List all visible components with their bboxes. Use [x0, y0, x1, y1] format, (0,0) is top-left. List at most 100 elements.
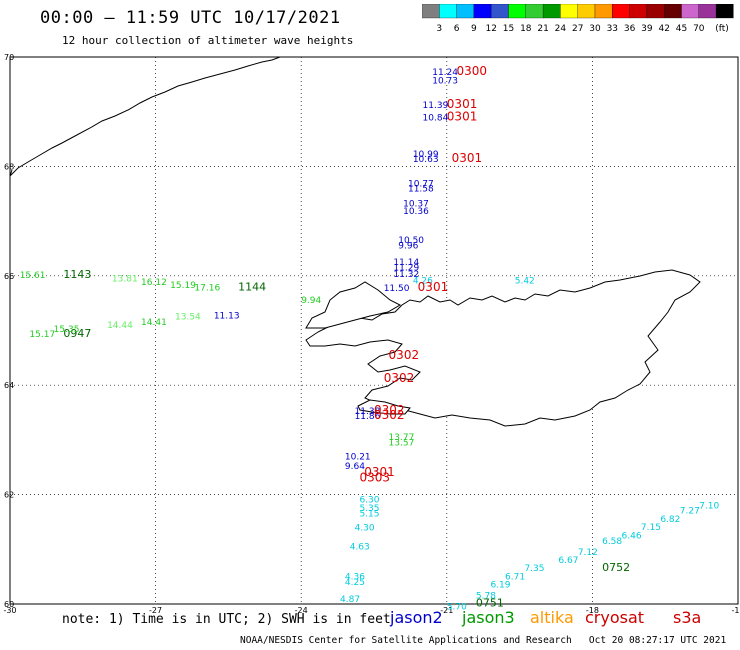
- colorbar-tick-label: 70: [693, 24, 705, 34]
- colorbar-tick-label: 39: [641, 24, 653, 34]
- jason2-swh-label: 10.50: [398, 236, 424, 246]
- jason2-swh-label: 11.50: [384, 284, 410, 294]
- jason3-swh-label: 13.54: [175, 313, 201, 323]
- satellite-cryosat: cryosat: [585, 608, 645, 627]
- cryosat-time-label: 0301: [418, 280, 449, 294]
- latitude-tick-label: 62: [4, 491, 14, 500]
- cryosat-time-label: 0302: [389, 348, 420, 362]
- altika-swh-label: 5.15: [359, 509, 379, 519]
- cryosat-time-label: 0301: [447, 109, 478, 123]
- jason3-swh-label: 17.16: [194, 284, 220, 294]
- colorbar-tick-label: 6: [454, 24, 460, 34]
- altika-swh-label: 6.82: [660, 515, 680, 525]
- page-subtitle: 12 hour collection of altimeter wave hei…: [62, 34, 354, 47]
- colorbar-tick-label: 27: [572, 24, 583, 34]
- jason3-time-label: 0752: [602, 561, 630, 574]
- altika-swh-label: 4.25: [345, 578, 365, 588]
- colorbar-tick-label: 30: [589, 24, 601, 34]
- altika-swh-label: 5.42: [515, 276, 535, 286]
- altika-swh-label: 6.46: [622, 531, 642, 541]
- jason3-swh-label: 14.44: [107, 321, 133, 331]
- jason2-swh-label: 9.96: [398, 241, 418, 251]
- latitude-tick-label: 70: [4, 53, 14, 62]
- cryosat-time-label: 0301: [447, 97, 478, 111]
- colorbar-tick-label: 18: [520, 24, 532, 34]
- jason3-swh-label: 9.94: [301, 296, 321, 306]
- footnote: note: 1) Time is in UTC; 2) SWH is in fe…: [62, 612, 391, 627]
- satellite-s3a: s3a: [673, 608, 702, 627]
- westfjords-coastline: [305, 281, 402, 329]
- cryosat-time-label: 0301: [452, 151, 483, 165]
- jason2-swh-label: 11.58: [408, 185, 434, 195]
- jason3-swh-label: 15.61: [20, 271, 46, 281]
- jason2-swh-label: 10.21: [345, 453, 371, 463]
- jason3-swh-label: 15.19: [170, 281, 196, 291]
- longitude-tick-label: -18: [586, 606, 599, 615]
- longitude-tick-label: -30: [3, 606, 16, 615]
- jason2-swh-label: 10.37: [403, 199, 429, 209]
- jason2-swh-label: 10.73: [432, 76, 458, 86]
- altika-swh-label: 4.63: [350, 542, 370, 552]
- greenland-coastline: [9, 56, 281, 177]
- colorbar-swatch: [715, 4, 734, 19]
- jason3-time-label: 0947: [63, 327, 91, 340]
- credit-line: NOAA/NESDIS Center for Satellite Applica…: [240, 635, 726, 646]
- jason3-swh-label: 15.17: [29, 330, 55, 340]
- cryosat-time-label: 0302: [384, 371, 415, 385]
- cryosat-time-label: 0300: [457, 64, 488, 78]
- jason2-swh-label: 10.36: [403, 207, 429, 217]
- jason2-swh-label: 11.24: [432, 68, 458, 78]
- altika-swh-label: 5.70: [447, 602, 467, 612]
- jason3-swh-label: 15.35: [54, 325, 80, 335]
- altika-swh-label: 6.19: [490, 581, 510, 591]
- altika-swh-label: 7.10: [699, 501, 719, 511]
- satellite-jason2: jason2: [390, 608, 443, 627]
- colorbar-tick-label: 33: [607, 24, 618, 34]
- altika-swh-label: 4.30: [355, 524, 375, 534]
- jason3-swh-label: 13.77: [389, 433, 415, 443]
- altika-swh-label: 5.35: [359, 504, 379, 514]
- jason2-swh-label: 11.38: [355, 407, 381, 417]
- jason2-swh-label: 10.84: [423, 113, 449, 123]
- jason2-swh-label: 10.99: [413, 150, 439, 160]
- altika-swh-label: 4.26: [413, 276, 433, 286]
- altika-swh-label: 6.67: [558, 556, 578, 566]
- iceland-coastline: [305, 269, 701, 427]
- altika-swh-label: 6.30: [359, 495, 379, 505]
- satellite-altika: altika: [530, 608, 574, 627]
- jason3-swh-label: 13.81: [112, 274, 138, 284]
- longitude-tick-label: -24: [295, 606, 308, 615]
- altika-swh-label: 7.12: [578, 548, 598, 558]
- latitude-tick-label: 64: [4, 381, 14, 390]
- colorbar-tick-label: 9: [471, 24, 477, 34]
- colorbar-tick-label: 21: [537, 24, 548, 34]
- credit-text: NOAA/NESDIS Center for Satellite Applica…: [240, 635, 572, 646]
- jason2-swh-label: 10.63: [413, 155, 439, 165]
- altika-swh-label: 6.58: [602, 537, 622, 547]
- colorbar-tick-label: 42: [658, 24, 669, 34]
- altika-swh-label: 7.35: [524, 564, 544, 574]
- altika-swh-label: 7.27: [680, 507, 700, 517]
- altika-swh-label: 7.15: [641, 523, 661, 533]
- jason2-swh-label: 10.77: [408, 180, 434, 190]
- longitude-tick-label: -21: [440, 606, 453, 615]
- latitude-tick-label: 68: [4, 162, 14, 171]
- jason3-swh-label: 14.41: [141, 318, 167, 328]
- jason3-swh-label: 13.57: [389, 438, 415, 448]
- colorbar-tick-label: 3: [436, 24, 442, 34]
- latitude-tick-label: 66: [4, 272, 14, 281]
- jason2-swh-label: 11.39: [423, 101, 449, 111]
- longitude-tick-label: -27: [149, 606, 162, 615]
- jason3-time-label: 1143: [63, 268, 91, 281]
- cryosat-time-label: 0302: [374, 408, 405, 422]
- cryosat-time-label: 0301: [364, 465, 395, 479]
- colorbar-tick-label: 15: [503, 24, 514, 34]
- cryosat-time-label: 0303: [359, 470, 390, 484]
- colorbar-legend: 3 6 9 12 15 18 21 24 27 30 33 36 39 42 45 70 (ft): [422, 4, 734, 34]
- jason2-swh-label: 11.13: [214, 311, 240, 321]
- altika-swh-label: 6.71: [505, 572, 525, 582]
- jason2-swh-label: 11.29: [393, 263, 419, 273]
- jason3-swh-label: 16.12: [141, 278, 167, 288]
- jason3-time-label: 0751: [476, 597, 504, 610]
